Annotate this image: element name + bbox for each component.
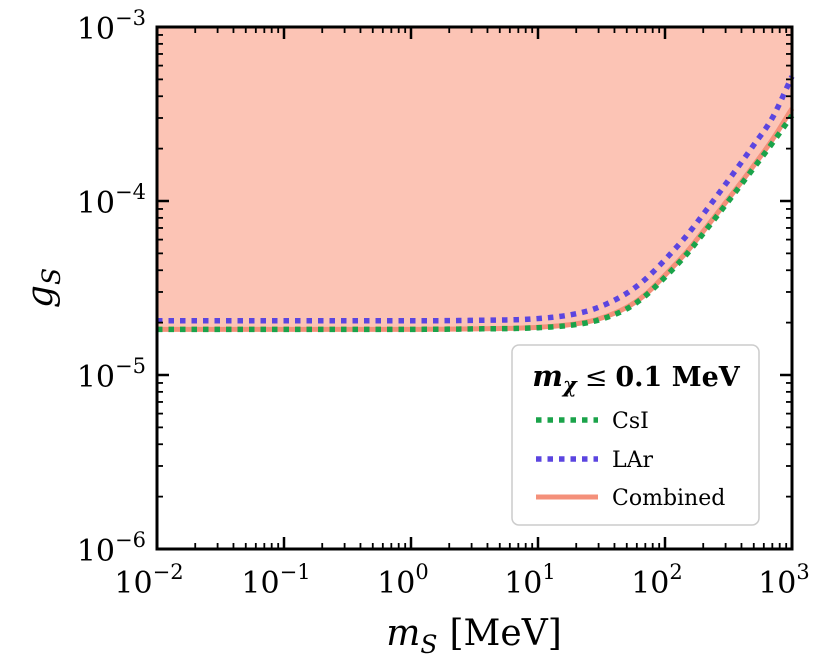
legend-title-relation: ≤ bbox=[585, 362, 608, 393]
y-axis-symbol: g bbox=[20, 285, 61, 308]
x-tick-exponent: 2 bbox=[669, 560, 682, 584]
y-tick-label: 10−5 bbox=[77, 354, 146, 395]
y-axis-subscript: S bbox=[37, 268, 66, 285]
x-tick-exponent: 3 bbox=[796, 560, 809, 584]
excluded-region bbox=[157, 27, 792, 330]
x-tick-base: 10 bbox=[758, 566, 796, 601]
x-tick-exponent: 0 bbox=[415, 560, 428, 584]
y-axis-label: gS bbox=[20, 268, 66, 308]
x-tick-label: 102 bbox=[631, 560, 683, 601]
x-tick-base: 10 bbox=[114, 566, 152, 601]
y-tick-label: 10−4 bbox=[77, 180, 146, 221]
x-tick-exponent: −2 bbox=[153, 560, 184, 584]
legend-label-combined: Combined bbox=[612, 486, 725, 511]
y-tick-labels: 10−610−510−410−3 bbox=[77, 6, 146, 569]
x-axis-symbol: m bbox=[386, 613, 420, 654]
y-tick-base: 10 bbox=[77, 12, 115, 47]
legend-entries: CsI LAr Combined bbox=[536, 409, 725, 511]
x-tick-label: 10−2 bbox=[114, 560, 183, 601]
y-tick-exponent: −5 bbox=[115, 354, 146, 378]
y-tick-exponent: −3 bbox=[115, 6, 146, 30]
series-line-csi bbox=[157, 113, 795, 333]
legend-title-value: 0.1 MeV bbox=[615, 362, 740, 393]
x-tick-label: 103 bbox=[758, 560, 810, 601]
y-tick-label: 10−6 bbox=[77, 528, 146, 569]
x-tick-base: 10 bbox=[504, 566, 542, 601]
x-tick-base: 10 bbox=[241, 566, 279, 601]
x-axis-unit: [MeV] bbox=[450, 613, 562, 654]
x-tick-label: 10−1 bbox=[241, 560, 310, 601]
x-tick-base: 10 bbox=[631, 566, 669, 601]
legend: mχ ≤0.1 MeV CsI LAr Combined bbox=[511, 344, 760, 526]
y-tick-exponent: −6 bbox=[115, 528, 146, 552]
legend-title-symbol: m bbox=[532, 359, 563, 393]
plot-area bbox=[155, 25, 795, 551]
legend-box bbox=[511, 344, 760, 526]
series-layer bbox=[157, 75, 795, 333]
series-line-lar bbox=[157, 75, 795, 324]
x-tick-exponent: 1 bbox=[542, 560, 555, 584]
y-tick-base: 10 bbox=[77, 186, 115, 221]
y-tick-exponent: −4 bbox=[115, 180, 146, 204]
x-axis-label: mS [MeV] bbox=[386, 613, 562, 659]
y-tick-label: 10−3 bbox=[77, 6, 146, 47]
x-tick-exponent: −1 bbox=[280, 560, 311, 584]
y-tick-base: 10 bbox=[77, 360, 115, 395]
plot-frame bbox=[155, 25, 794, 551]
x-tick-label: 101 bbox=[504, 560, 556, 601]
legend-label-lar: LAr bbox=[612, 448, 653, 473]
legend-label-csi: CsI bbox=[612, 409, 649, 434]
x-axis-subscript: S bbox=[420, 630, 437, 659]
x-tick-label: 100 bbox=[377, 560, 429, 601]
legend-title: mχ ≤0.1 MeV bbox=[532, 359, 741, 397]
y-tick-base: 10 bbox=[77, 534, 115, 569]
x-tick-base: 10 bbox=[377, 566, 415, 601]
x-tick-labels: 10−2 10−1 100 101 102 103 bbox=[114, 560, 809, 601]
legend-title-subscript: χ bbox=[561, 372, 578, 397]
